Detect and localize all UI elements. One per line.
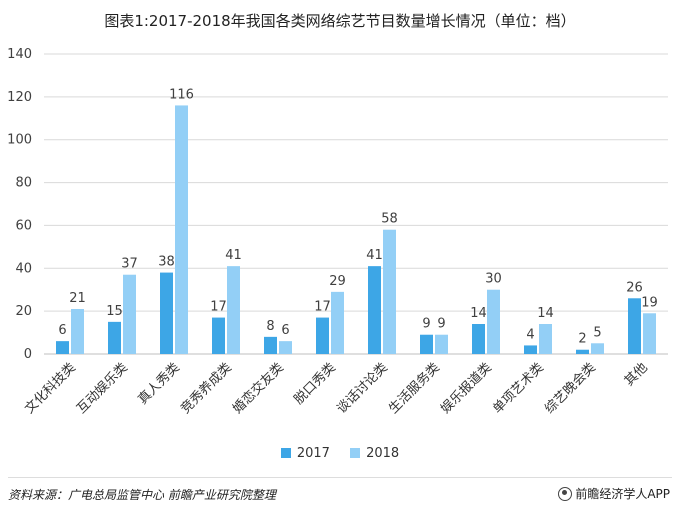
data-label: 4 [526,327,534,342]
data-label: 19 [641,295,658,310]
footer-divider [8,477,672,478]
bar-2018 [643,313,656,354]
legend-swatch-2017 [280,448,291,458]
gridlines [44,53,668,355]
legend: 2017 2018 [0,446,680,461]
data-label: 38 [158,255,175,270]
bar-2018 [175,105,188,354]
data-label: 5 [593,325,601,340]
x-tick-label: 生活服务类 [386,360,443,417]
bar-2018 [383,229,396,354]
y-tick-label: 40 [15,261,32,276]
x-tick-label: 谈话讨论类 [334,360,391,417]
data-label: 8 [266,319,274,334]
data-label: 14 [537,306,554,321]
bar-2018 [71,309,84,354]
bar-2018 [123,274,136,354]
bar-2017 [420,334,433,354]
data-label: 116 [169,87,194,102]
bar-2017 [160,272,173,354]
x-tick-label: 真人秀类 [135,360,182,407]
data-label: 6 [281,323,289,338]
data-label: 9 [422,317,430,332]
source-note: 资料来源：广电总局监管中心 前瞻产业研究院整理 [8,488,276,502]
bar-2018 [279,341,292,354]
x-tick-label: 婚恋交友类 [230,360,287,417]
bars [56,105,656,354]
bar-2018 [331,291,344,354]
data-label: 41 [225,248,242,263]
brand-logo: 前瞻经济学人APP [558,485,670,502]
x-tick-label: 综艺晚会类 [542,360,599,417]
brand-icon [558,487,573,501]
bar-2017 [316,317,329,354]
bar-2017 [212,317,225,354]
y-tick-label: 0 [24,347,32,362]
data-label: 29 [329,274,346,289]
data-label: 17 [314,300,331,315]
data-label: 41 [366,248,383,263]
y-axis-ticks: 0 20 40 60 80 100 120 140 [7,47,32,362]
bar-2018 [435,334,448,354]
legend-swatch-2018 [350,448,361,458]
x-tick-label: 其他 [622,360,651,389]
brand-name: 前瞻经济学人APP [575,487,670,501]
data-label: 37 [121,257,138,272]
data-label: 15 [106,304,123,319]
y-tick-label: 60 [15,218,32,233]
bar-2017 [576,349,589,354]
bar-2018 [539,324,552,354]
bar-2017 [108,321,121,354]
y-tick-label: 100 [7,133,32,148]
x-tick-label: 互动娱乐类 [74,360,131,417]
chart-title: 图表1:2017-2018年我国各类网络综艺节目数量增长情况（单位：档） [104,12,576,30]
data-label: 14 [470,306,487,321]
bar-2017 [264,336,277,354]
data-label: 58 [381,212,398,227]
x-tick-label: 脱口秀类 [291,360,338,407]
bar-2017 [56,341,69,354]
data-label: 26 [626,280,643,295]
bar-2017 [628,298,641,354]
legend-item-2017: 2017 [280,446,330,461]
data-label: 6 [58,323,66,338]
bar-2017 [524,345,537,354]
y-tick-label: 20 [15,304,32,319]
bar-2018 [591,343,604,354]
data-label: 17 [210,300,227,315]
x-tick-label: 娱乐报道类 [438,360,495,417]
data-label: 2 [578,332,586,347]
x-tick-label: 单项艺术类 [490,360,547,417]
legend-label-2017: 2017 [296,446,330,461]
legend-item-2018: 2018 [350,446,399,461]
y-tick-label: 120 [7,90,32,105]
x-tick-label: 文化科技类 [22,360,79,417]
bar-2018 [487,289,500,354]
legend-label-2018: 2018 [366,446,400,461]
data-label: 30 [485,272,502,287]
bar-2017 [368,266,381,354]
data-label: 21 [69,291,86,306]
y-tick-label: 80 [15,176,32,191]
y-tick-label: 140 [7,47,32,62]
bar-2018 [227,266,240,354]
x-tick-label: 竞秀养成类 [178,360,235,417]
data-label: 9 [437,317,445,332]
bar-2017 [472,324,485,354]
